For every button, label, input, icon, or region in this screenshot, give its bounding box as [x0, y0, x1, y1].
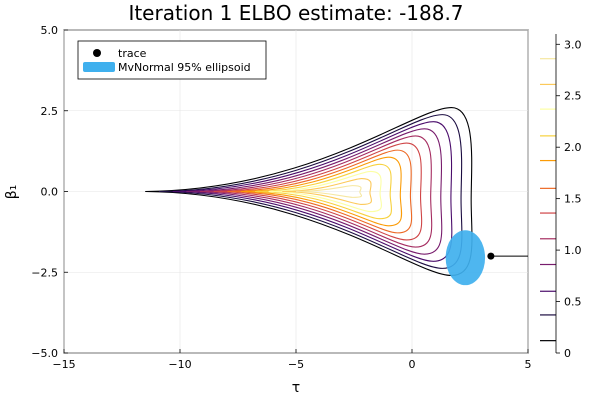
trace-point-0 [487, 252, 495, 260]
y-axis-label: β₁ [4, 185, 20, 200]
trace-series [487, 252, 528, 260]
legend: trace MvNormal 95% ellipsoid [77, 40, 267, 80]
contour-level-6 [227, 149, 413, 234]
contour-level-10 [282, 177, 373, 206]
colorbar: 0 0.5 1.0 1.5 2.0 2.5 3.0 [540, 34, 582, 360]
legend-ellipse-patch [83, 62, 115, 72]
contour-level-1 [158, 114, 463, 269]
x-tick-label-2: −5 [288, 358, 304, 371]
plot-area [63, 29, 529, 354]
legend-box [77, 40, 267, 80]
colorbar-tick-label-1: 0.5 [564, 296, 582, 309]
mvnormal-ellipse [445, 230, 486, 286]
x-axis-ticks: −15 −10 −5 0 5 [52, 349, 532, 371]
x-tick-label-3: 0 [409, 358, 416, 371]
colorbar-tick-label-0: 0 [564, 347, 571, 360]
contour-level-5 [213, 142, 423, 241]
x-tick-label-0: −15 [52, 358, 75, 371]
y-tick-label-3: 2.5 [41, 105, 59, 118]
contour-level-11 [295, 185, 363, 198]
y-tick-label-4: 5.0 [41, 24, 59, 37]
colorbar-tick-label-2: 1.0 [564, 244, 582, 257]
contour-level-8 [254, 163, 393, 220]
legend-trace-label: trace [118, 47, 147, 60]
contour-level-2 [172, 121, 453, 262]
legend-ellipse-label: MvNormal 95% ellipsoid [118, 61, 251, 74]
contour-level-7 [241, 156, 403, 227]
contour-lines [145, 106, 473, 277]
colorbar-tick-label-6: 3.0 [564, 38, 582, 51]
y-tick-label-2: 0.0 [41, 186, 59, 199]
y-axis-ticks: −5.0 −2.5 0.0 2.5 5.0 [31, 24, 68, 360]
chart-title: Iteration 1 ELBO estimate: -188.7 [128, 1, 463, 25]
colorbar-tick-label-5: 2.5 [564, 90, 582, 103]
colorbar-tick-label-3: 1.5 [564, 193, 582, 206]
contour-level-4 [200, 135, 433, 248]
y-tick-label-0: −5.0 [31, 347, 58, 360]
x-tick-label-1: −10 [168, 358, 191, 371]
contour-level-0 [145, 106, 473, 277]
contour-level-3 [186, 128, 443, 255]
x-tick-label-4: 5 [525, 358, 532, 371]
x-axis-label: τ [292, 380, 300, 396]
y-tick-label-1: −2.5 [31, 266, 58, 279]
colorbar-tick-label-4: 2.0 [564, 141, 582, 154]
legend-trace-marker [93, 49, 101, 57]
contour-level-9 [268, 170, 383, 213]
